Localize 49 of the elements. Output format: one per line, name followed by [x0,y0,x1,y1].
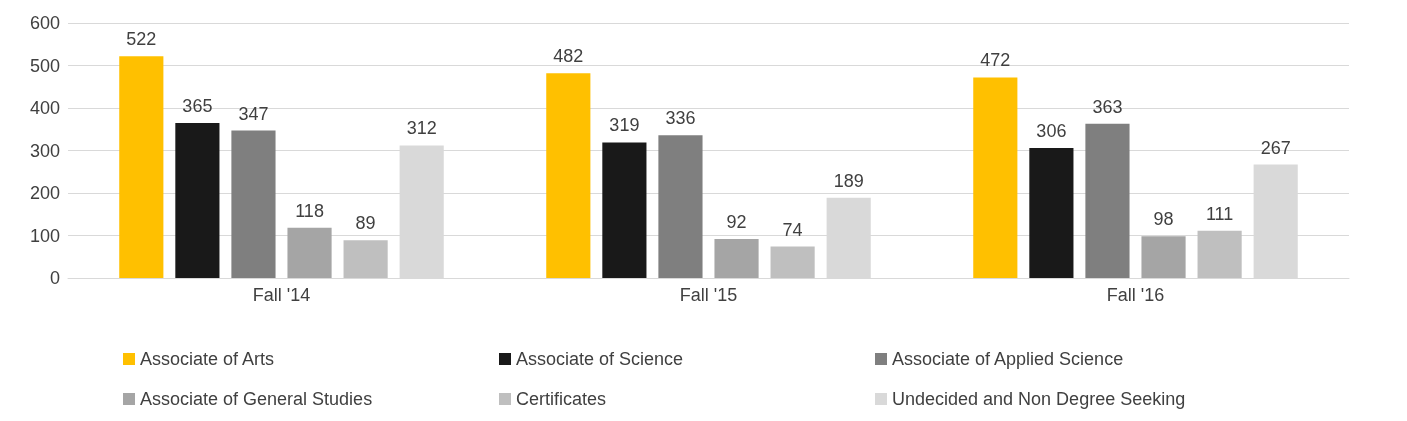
legend-label: Associate of General Studies [140,389,373,409]
bar [1085,123,1130,278]
bar [602,142,647,278]
bar [1029,147,1074,278]
x-tick-label: Fall '14 [252,285,311,305]
x-tick-label: Fall '16 [1106,285,1165,305]
legend-label: Associate of Arts [140,349,275,369]
data-label: 363 [1092,96,1123,117]
legend-label: Certificates [516,389,607,409]
legend-label: Undecided and Non Degree Seeking [892,389,1186,409]
data-label: 336 [665,108,696,129]
data-label: 89 [355,213,376,234]
data-label: 111 [1205,203,1234,224]
data-label: 118 [295,200,324,221]
data-label: 312 [406,118,437,139]
bar [119,56,164,278]
bar [175,122,220,278]
bar [658,135,703,278]
legend-label: Associate of Applied Science [892,349,1124,369]
bar [1141,236,1186,278]
data-label: 522 [126,29,157,50]
bar [770,246,815,278]
data-label: 365 [182,95,213,116]
y-tick-label: 200 [29,183,60,203]
legend-label: Associate of Science [516,349,684,369]
data-label: 267 [1260,137,1291,158]
x-tick-label: Fall '15 [679,285,738,305]
bar [973,77,1018,278]
bar [714,238,759,278]
bar [287,227,332,278]
bar [546,73,591,278]
data-label: 92 [726,211,747,232]
data-label: 482 [553,46,584,67]
data-label: 319 [609,115,640,136]
bar [231,130,276,278]
data-label: 98 [1153,209,1174,230]
y-tick-label: 100 [29,225,60,246]
data-label: 306 [1036,120,1067,141]
y-tick-label: 300 [29,140,60,161]
data-label: 472 [980,50,1011,71]
data-label: 74 [782,219,803,240]
y-tick-label: 0 [49,268,60,288]
data-label: 347 [238,103,269,124]
y-tick-label: 600 [29,13,60,33]
y-tick-label: 400 [29,98,60,118]
bar [343,240,388,278]
y-tick-label: 500 [29,55,60,76]
bar [1197,230,1242,278]
data-label: 189 [833,170,864,191]
